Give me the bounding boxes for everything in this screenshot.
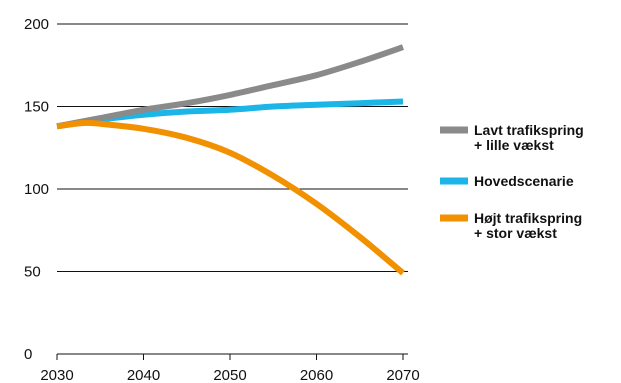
y-tick-label: 150 — [24, 99, 49, 116]
series-line-3 — [56, 119, 405, 276]
legend-label-2: Hovedscenarie — [474, 173, 574, 189]
legend: Lavt trafikspring + lille vækst Hovedscena… — [440, 122, 584, 241]
x-tick-label: 2040 — [127, 367, 160, 383]
x-tick-label: 2070 — [386, 367, 419, 383]
y-tick-label: 0 — [24, 346, 32, 363]
series-lines — [56, 44, 405, 276]
series-line-1 — [56, 44, 404, 130]
axes: 0 50 100 150 200 2030 2040 2050 2060 2070 — [24, 16, 420, 383]
legend-label-1: Lavt trafikspring + lille vækst — [474, 122, 584, 153]
y-tick-label: 100 — [24, 181, 49, 198]
x-tick-label: 2050 — [213, 367, 246, 383]
x-tick-label: 2060 — [300, 367, 333, 383]
y-tick-label: 50 — [24, 264, 41, 281]
y-tick-label: 200 — [24, 16, 49, 33]
x-tick-label: 2030 — [40, 367, 73, 383]
legend-label-3: Højt trafikspring + stor vækst — [474, 210, 582, 241]
gridlines — [57, 23, 408, 272]
